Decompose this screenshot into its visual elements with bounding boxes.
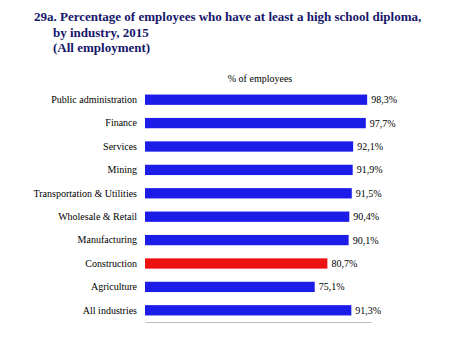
- y-tick: Wholesale & Retail: [58, 211, 145, 222]
- title-line: 29a. Percentage of employees who have at…: [34, 9, 421, 24]
- data-label: 97,7%: [370, 118, 396, 129]
- y-tick: Construction: [85, 258, 145, 269]
- title: 29a. Percentage of employees who have at…: [34, 9, 421, 40]
- y-tick-label: Transportation & Utilities: [33, 188, 137, 199]
- y-tick-label: Public administration: [51, 94, 137, 105]
- subtitle: (All employment): [53, 40, 150, 55]
- bar: [145, 305, 351, 315]
- data-label: 91,5%: [356, 188, 382, 199]
- bar: [145, 188, 352, 198]
- x-axis-line: [146, 322, 372, 323]
- bar: [145, 235, 349, 245]
- bar: [145, 258, 327, 268]
- title-line: by industry, 2015: [53, 25, 149, 40]
- data-label: 90,4%: [353, 211, 379, 222]
- bar: [145, 282, 315, 292]
- data-label: 91,3%: [355, 305, 381, 316]
- y-tick: Finance: [105, 117, 145, 128]
- data-label: 92,1%: [357, 141, 383, 152]
- bar: [145, 141, 353, 151]
- bar: [145, 118, 366, 128]
- data-label: 75,1%: [319, 281, 345, 292]
- y-tick-label: All industries: [83, 305, 137, 316]
- data-label: 90,1%: [353, 235, 379, 246]
- y-tick-label: Manufacturing: [78, 234, 137, 245]
- y-tick-label: Mining: [108, 164, 137, 175]
- y-tick: Services: [103, 141, 145, 152]
- bar: [145, 212, 349, 222]
- data-label: 98,3%: [371, 94, 397, 105]
- chart: 29a. Percentage of employees who have at…: [0, 0, 450, 338]
- y-tick: Mining: [108, 164, 145, 175]
- data-labels: 98,3% 97,7% 92,1% 91,9% 91,5% 90,4% 90,1% 80,7%…: [319, 94, 397, 316]
- y-tick: Manufacturing: [78, 234, 145, 245]
- y-axis: Public administration Finance Services Mini…: [33, 94, 145, 316]
- data-label: 91,9%: [357, 164, 383, 175]
- y-tick: All industries: [83, 305, 145, 316]
- bars: [145, 95, 367, 316]
- y-tick: Public administration: [51, 94, 145, 105]
- y-tick-label: Construction: [85, 258, 137, 269]
- y-tick: Agriculture: [91, 281, 145, 292]
- x-axis-title: % of employees: [228, 73, 293, 84]
- data-label: 80,7%: [331, 258, 357, 269]
- x-axis: [146, 322, 372, 323]
- y-tick-label: Wholesale & Retail: [58, 211, 137, 222]
- y-tick-label: Agriculture: [91, 281, 138, 292]
- y-tick-label: Finance: [105, 117, 137, 128]
- y-tick: Transportation & Utilities: [33, 188, 145, 199]
- bar: [145, 165, 353, 175]
- bar: [145, 95, 367, 105]
- y-tick-label: Services: [103, 141, 137, 152]
